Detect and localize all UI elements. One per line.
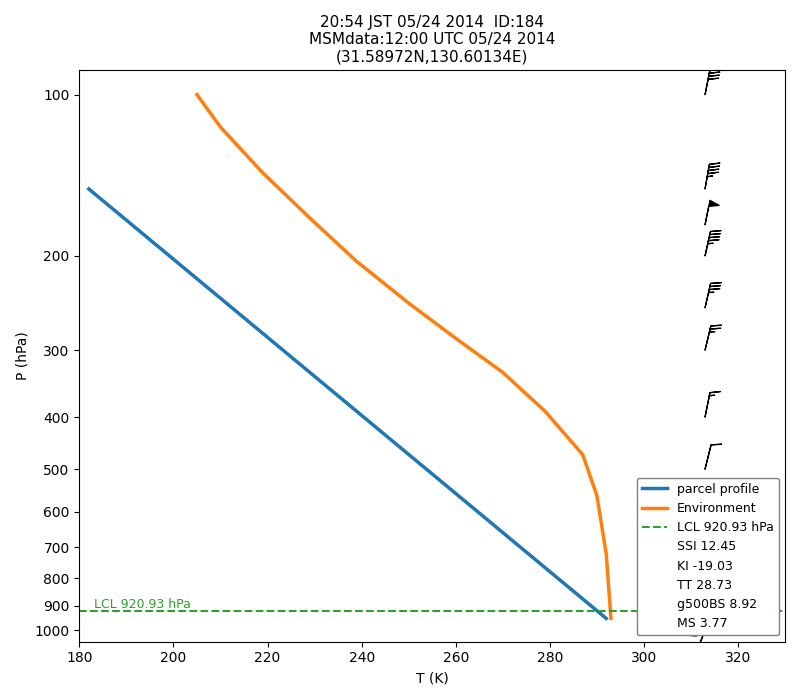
- parcel profile: [499, 529, 509, 538]
- parcel profile: [535, 559, 545, 568]
- Legend: parcel profile, Environment, LCL 920.93 hPa, SSI 12.45, KI -19.03, TT 28.73, g50: parcel profile, Environment, LCL 920.93 …: [637, 477, 778, 636]
- Environment: [352, 258, 362, 266]
- Environment: [592, 491, 602, 500]
- parcel profile: [602, 614, 611, 622]
- parcel profile: [318, 379, 327, 387]
- parcel profile: [463, 499, 473, 508]
- parcel profile: [427, 470, 437, 478]
- parcel profile: [570, 589, 580, 597]
- Environment: [404, 299, 414, 307]
- parcel profile: [238, 313, 248, 321]
- parcel profile: [278, 346, 288, 354]
- Environment: [216, 123, 226, 132]
- parcel profile: [355, 410, 365, 419]
- Environment: [540, 407, 550, 416]
- Environment: [602, 550, 611, 558]
- X-axis label: T (K): T (K): [416, 671, 449, 685]
- Environment: [305, 214, 314, 223]
- Environment: [606, 614, 616, 622]
- parcel profile: [158, 246, 167, 254]
- Environment: [578, 451, 587, 459]
- Environment: [258, 169, 268, 177]
- Environment: [498, 368, 507, 377]
- parcel profile: [119, 214, 129, 223]
- Y-axis label: P (hPa): P (hPa): [15, 332, 29, 380]
- Environment: [192, 90, 202, 99]
- parcel profile: [392, 440, 402, 449]
- Line: parcel profile: parcel profile: [89, 189, 606, 618]
- Line: Environment: Environment: [197, 94, 611, 618]
- parcel profile: [84, 185, 94, 193]
- Text: LCL 920.93 hPa: LCL 920.93 hPa: [94, 598, 190, 611]
- parcel profile: [198, 279, 207, 288]
- Title: 20:54 JST 05/24 2014  ID:184
MSMdata:12:00 UTC 05/24 2014
(31.58972N,130.60134E): 20:54 JST 05/24 2014 ID:184 MSMdata:12:0…: [309, 15, 555, 65]
- Environment: [451, 334, 461, 342]
